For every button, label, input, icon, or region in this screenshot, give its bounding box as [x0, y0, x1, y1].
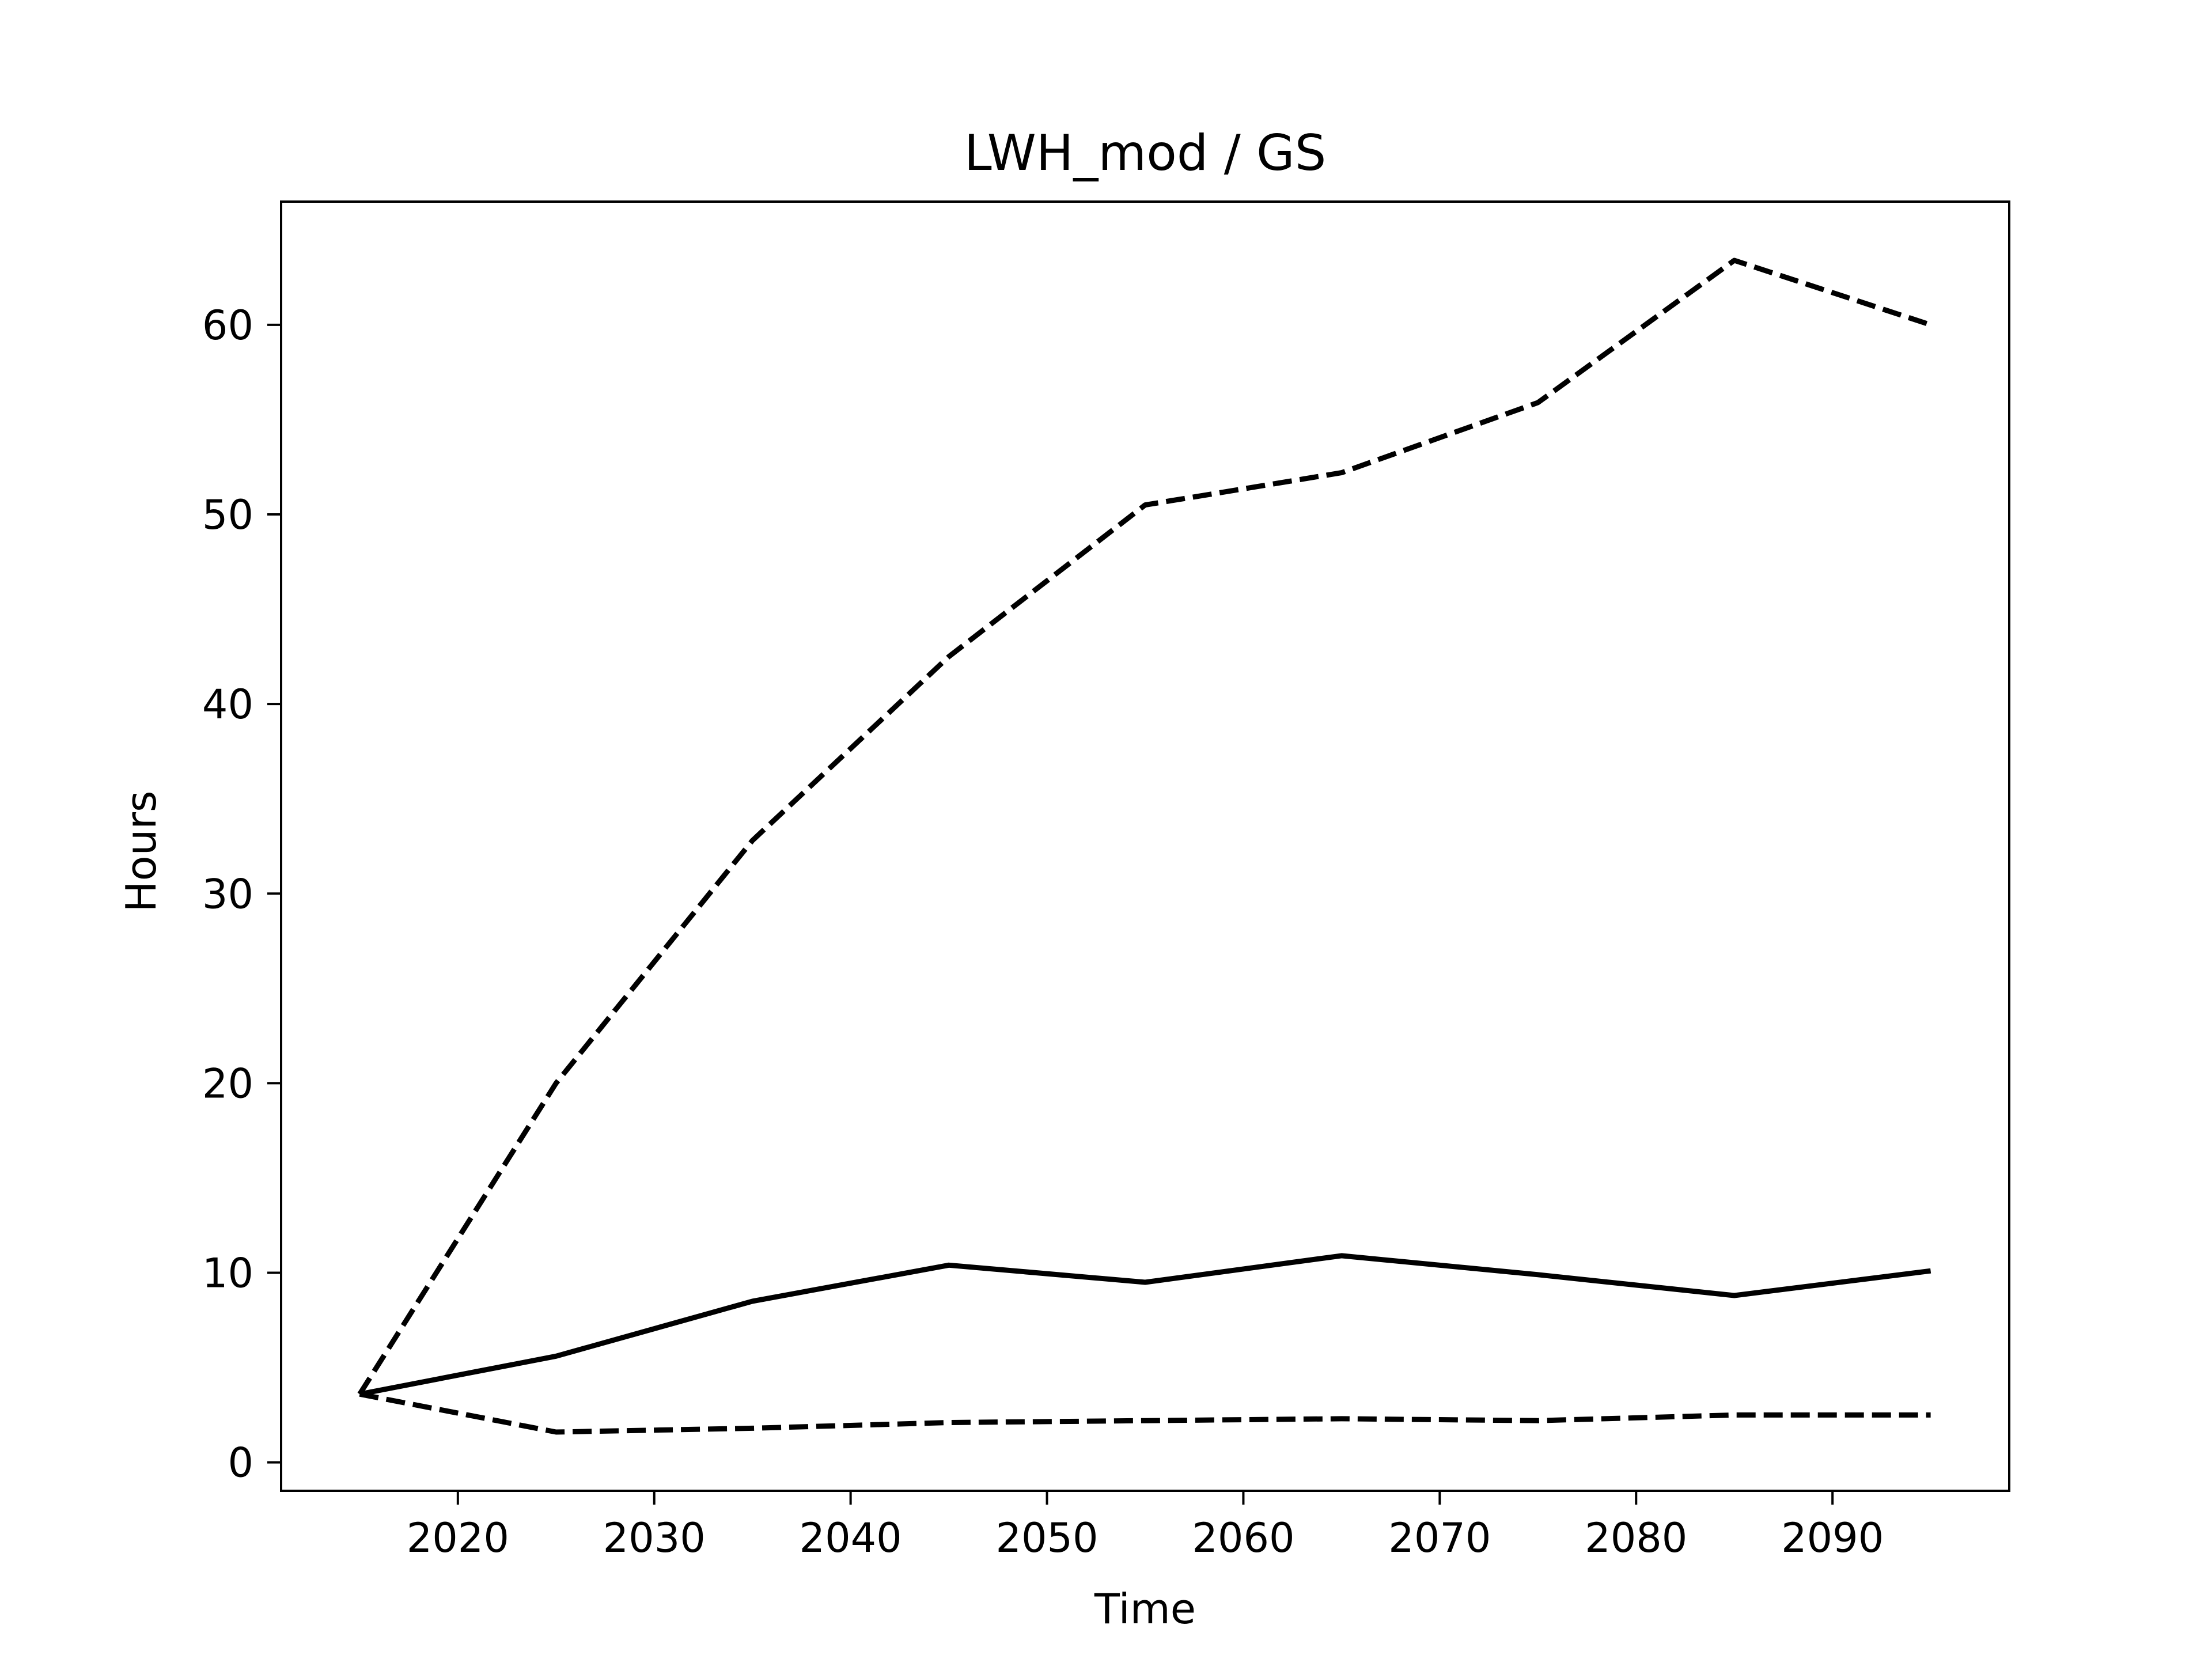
plot-area: 2020 2030 2040 2050 2060 2070 2080 209001020304…: [202, 200, 2010, 1562]
y-tick-label-60: 60: [202, 302, 253, 349]
x-tick-label-2070: 2070: [1388, 1514, 1491, 1562]
x-tick-label-2030: 2030: [603, 1514, 706, 1562]
series-line-3: [359, 1391, 1931, 1435]
series-line-1: [359, 1253, 1931, 1397]
x-tick-label-2050: 2050: [995, 1514, 1098, 1562]
x-tick-label-2060: 2060: [1192, 1514, 1294, 1562]
x-tick-label-2080: 2080: [1585, 1514, 1687, 1562]
y-tick-label-50: 50: [202, 491, 253, 539]
plot-frame: [280, 200, 2010, 1492]
y-tick-label-40: 40: [202, 681, 253, 728]
y-axis-label: Hours: [117, 791, 165, 912]
x-axis-label: Time: [1094, 1585, 1196, 1633]
y-tick-label-0: 0: [228, 1440, 253, 1487]
y-tick-label-20: 20: [202, 1060, 253, 1107]
x-tick-label-2090: 2090: [1781, 1514, 1884, 1562]
chart-title: LWH_mod / GS: [964, 124, 1327, 182]
x-tick-label-2040: 2040: [800, 1514, 902, 1562]
x-tick-label-2020: 2020: [407, 1514, 509, 1562]
y-tick-label-10: 10: [202, 1250, 253, 1297]
series-line-2: [357, 257, 1932, 1396]
y-tick-label-30: 30: [202, 870, 253, 918]
